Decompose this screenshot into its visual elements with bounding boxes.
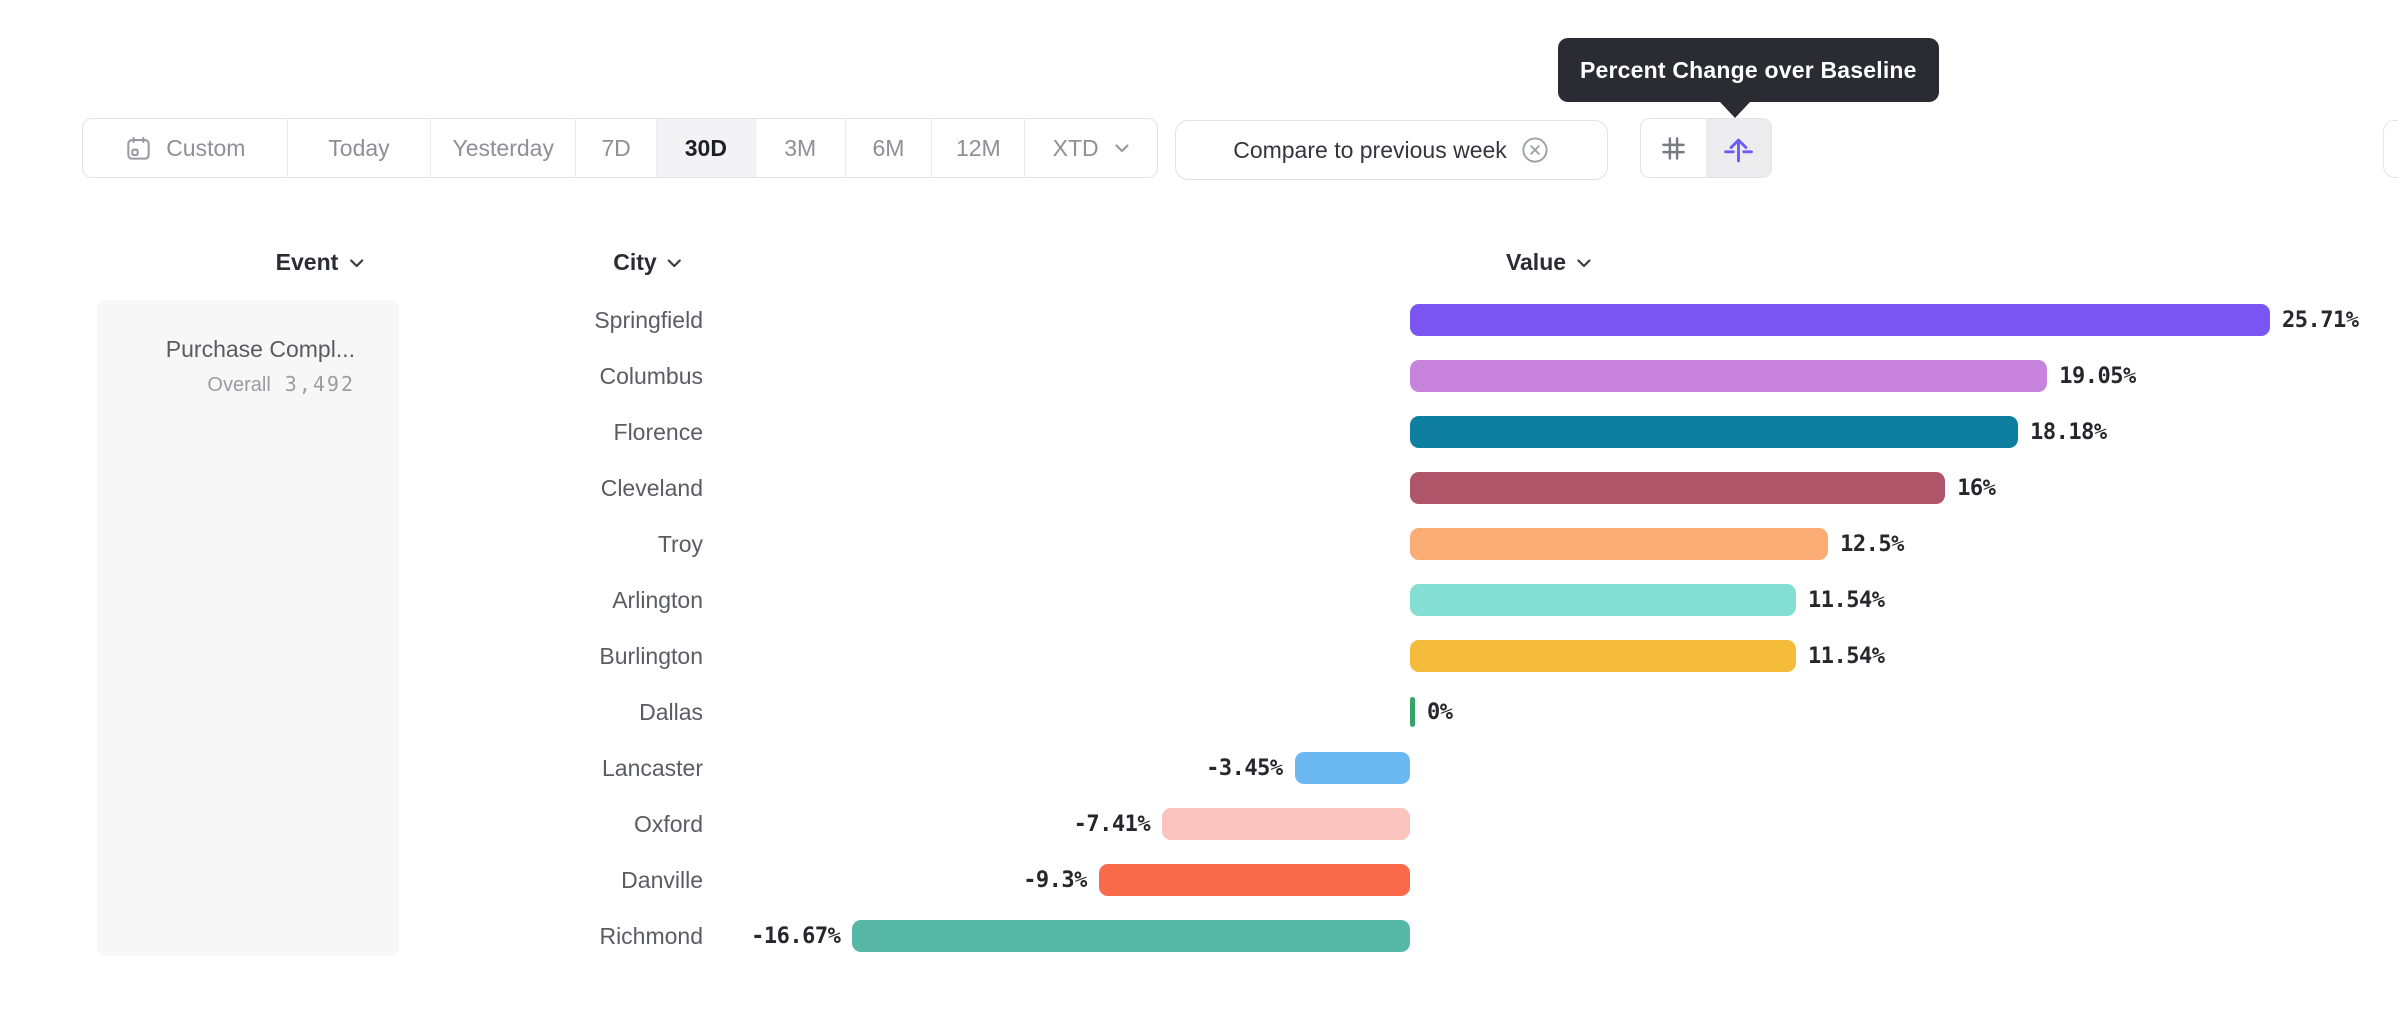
date-range-label: 3M (784, 134, 817, 161)
chart-row: Florence 18.18% (0, 404, 2398, 460)
bar-chart: Springfield 25.71% Columbus 19.05% Florence 1… (0, 292, 2398, 964)
tooltip-text: Percent Change over Baseline (1580, 56, 1917, 83)
bar[interactable] (1162, 808, 1410, 840)
bar-value-label: 18.18% (2030, 420, 2107, 445)
chart-row: Burlington 11.54% (0, 628, 2398, 684)
city-label[interactable]: Troy (657, 531, 703, 557)
circle-x-icon[interactable] (1520, 135, 1550, 165)
date-range-label: 30D (684, 134, 727, 161)
bar[interactable] (852, 920, 1410, 952)
date-range-label: 6M (872, 134, 905, 161)
city-label[interactable]: Richmond (599, 923, 703, 949)
chart-view-toggle (1640, 118, 1772, 178)
chart-row: Danville -9.3% (0, 852, 2398, 908)
bar[interactable] (1294, 752, 1410, 784)
bar-value-label: -3.45% (1206, 756, 1283, 781)
event-summary: Overall 3,492 (97, 372, 355, 397)
bar-value-label: 11.54% (1808, 588, 1885, 613)
numbers-view-button[interactable] (1641, 119, 1706, 177)
city-label[interactable]: Columbus (599, 363, 703, 389)
chart-row: Columbus 19.05% (0, 348, 2398, 404)
date-range-today[interactable]: Today (288, 119, 432, 177)
arrow-over-baseline-icon (1722, 132, 1755, 165)
bar-value-label: 19.05% (2059, 364, 2136, 389)
bar[interactable] (1098, 864, 1410, 896)
city-label[interactable]: Dallas (639, 699, 703, 725)
date-range-label: Today (328, 134, 390, 161)
city-label[interactable]: Florence (613, 419, 703, 445)
date-range-label: 7D (601, 134, 631, 161)
date-range-3m[interactable]: 3M (756, 119, 846, 177)
chart-row: Richmond -16.67% (0, 908, 2398, 964)
chevron-down-icon (1114, 143, 1130, 154)
chart-row: Cleveland 16% (0, 460, 2398, 516)
bar[interactable] (1410, 640, 1796, 672)
date-range-7d[interactable]: 7D (576, 119, 657, 177)
chart-row: Oxford -7.41% (0, 796, 2398, 852)
city-label[interactable]: Arlington (612, 587, 703, 613)
bar-value-label: 11.54% (1808, 644, 1885, 669)
bar[interactable] (1410, 584, 1796, 616)
bar[interactable] (1410, 528, 1829, 560)
clipped-edge-button[interactable] (2383, 120, 2398, 178)
bar-value-label: -9.3% (1023, 868, 1087, 893)
bar[interactable] (1410, 697, 1415, 727)
date-range-xtd[interactable]: XTD (1025, 119, 1157, 177)
chart-row: Dallas 0% (0, 684, 2398, 740)
tooltip: Percent Change over Baseline (1558, 38, 1939, 118)
value-column-label: Value (1505, 248, 1567, 275)
compare-button-label: Compare to previous week (1233, 136, 1507, 163)
bar-value-label: 12.5% (1840, 532, 1904, 557)
hash-icon (1658, 133, 1689, 164)
date-range-yesterday[interactable]: Yesterday (431, 119, 577, 177)
date-range-label: 12M (955, 134, 1001, 161)
calendar-icon (124, 134, 153, 163)
event-panel[interactable]: Purchase Compl... Overall 3,492 (97, 300, 399, 956)
overall-label: Overall (207, 374, 271, 396)
city-label[interactable]: Burlington (599, 643, 703, 669)
chevron-down-icon (1576, 258, 1592, 269)
date-range-custom[interactable]: Custom (83, 119, 288, 177)
city-label[interactable]: Cleveland (600, 475, 703, 501)
bar-value-label: 25.71% (2281, 308, 2359, 333)
bar-value-label: -7.41% (1073, 812, 1151, 837)
city-label[interactable]: Lancaster (601, 755, 703, 781)
chart-row: Troy 12.5% (0, 516, 2398, 572)
date-range-selector: Custom Today Yesterday 7D 30D 3M 6M 12M XTD (82, 118, 1158, 178)
bar[interactable] (1410, 360, 2048, 392)
chart-row: Springfield 25.71% (0, 292, 2398, 348)
date-range-label: XTD (1052, 134, 1099, 161)
city-label[interactable]: Springfield (594, 307, 703, 333)
bar[interactable] (1410, 472, 1946, 504)
event-column-label: Event (275, 248, 339, 275)
city-label[interactable]: Oxford (633, 811, 703, 837)
tooltip-arrow-icon (1720, 102, 1750, 118)
date-range-label: Yesterday (452, 134, 554, 161)
column-header-city[interactable]: City (613, 246, 682, 278)
bar-value-label: 0% (1427, 700, 1453, 725)
date-range-label: Custom (166, 134, 246, 161)
bar[interactable] (1410, 416, 2019, 448)
city-label[interactable]: Danville (621, 867, 703, 893)
chart-row: Arlington 11.54% (0, 572, 2398, 628)
column-header-event[interactable]: Event (276, 246, 365, 278)
bar-value-label: 16% (1957, 476, 1996, 501)
event-name: Purchase Compl... (165, 336, 355, 362)
city-column-label: City (613, 248, 657, 275)
percent-change-view-button[interactable] (1706, 119, 1771, 177)
chevron-down-icon (348, 258, 364, 269)
event-count: 3,492 (284, 372, 355, 396)
chart-row: Lancaster -3.45% (0, 740, 2398, 796)
column-header-value[interactable]: Value (1506, 246, 1592, 278)
date-range-6m[interactable]: 6M (846, 119, 933, 177)
compare-button[interactable]: Compare to previous week (1175, 120, 1608, 180)
date-range-12m[interactable]: 12M (932, 119, 1026, 177)
date-range-30d[interactable]: 30D (656, 119, 756, 177)
chevron-down-icon (667, 258, 683, 269)
bar-value-label: -16.67% (751, 924, 841, 949)
bar[interactable] (1410, 304, 2270, 336)
